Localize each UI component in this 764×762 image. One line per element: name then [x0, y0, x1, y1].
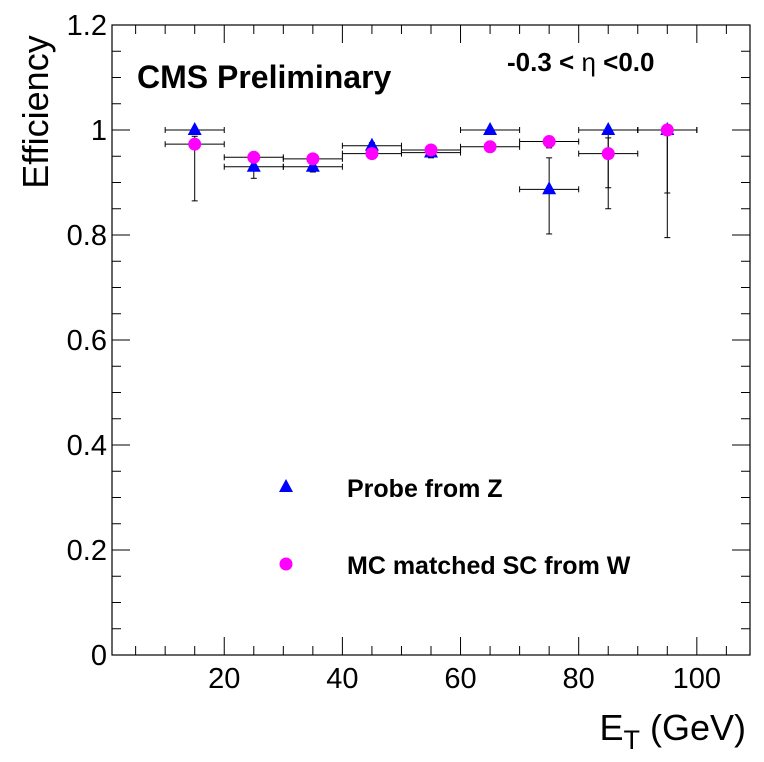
y-tick-label: 1 [91, 115, 107, 147]
x-axis-label: ET (GeV) [599, 707, 746, 755]
axis-ticks [112, 24, 750, 656]
triangle-marker [601, 121, 616, 135]
x-axis-label-main: E [599, 707, 623, 748]
circle-marker [365, 147, 379, 161]
x-tick-labels: 20 40 60 80 100 [208, 663, 721, 695]
eta-range-right: <0.0 [596, 47, 655, 77]
legend-marker [279, 478, 293, 492]
triangle-marker [364, 137, 379, 151]
y-tick-label: 0.6 [67, 325, 107, 357]
y-tick-labels: 0 0.2 0.4 0.6 0.8 1 1.2 [67, 10, 107, 672]
y-tick-label: 0 [91, 640, 107, 672]
data-point [400, 143, 462, 157]
legend: Probe from Z MC matched SC from W [279, 475, 631, 580]
data-point [223, 150, 284, 164]
y-tick-label: 0.2 [67, 535, 107, 567]
data-point [164, 121, 225, 135]
data-series [164, 121, 698, 239]
series-mc-matched-sc-from-w [164, 123, 698, 239]
series-probe-from-z [164, 121, 698, 235]
y-tick-label: 0.8 [67, 220, 107, 252]
circle-marker [424, 143, 438, 157]
data-point [460, 140, 521, 154]
circle-marker [601, 147, 615, 161]
triangle-marker [246, 158, 261, 172]
triangle-marker [542, 181, 557, 195]
data-point [341, 147, 402, 161]
eta-range-left: -0.3 < [507, 47, 581, 77]
legend-label: MC matched SC from W [347, 552, 631, 580]
eta-range-label: -0.3 < η <0.0 [507, 47, 654, 77]
legend-entry: MC matched SC from W [279, 552, 631, 580]
data-point [282, 152, 343, 166]
data-point [578, 137, 639, 210]
circle-marker [660, 123, 674, 137]
x-tick-label: 20 [208, 663, 240, 695]
data-point [223, 158, 284, 179]
cms-preliminary-label: CMS Preliminary [137, 59, 392, 95]
data-point [637, 123, 698, 239]
y-tick-label: 0.4 [67, 430, 107, 462]
data-point [164, 135, 225, 202]
x-tick-label: 80 [563, 663, 595, 695]
circle-marker [542, 135, 556, 149]
circle-marker [306, 152, 320, 166]
y-axis-label: Efficiency [15, 35, 56, 188]
x-tick-label: 100 [673, 663, 721, 695]
eta-symbol: η [581, 47, 595, 77]
x-axis-label-unit: (GeV) [640, 707, 746, 748]
data-point [519, 135, 580, 149]
data-point [519, 157, 580, 235]
legend-entry: Probe from Z [279, 475, 503, 503]
x-tick-label: 60 [444, 663, 476, 695]
legend-label: Probe from Z [347, 475, 503, 503]
y-tick-label: 1.2 [67, 10, 107, 42]
data-point [341, 137, 402, 151]
triangle-marker [483, 121, 498, 135]
data-point [460, 121, 521, 135]
x-tick-label: 40 [326, 663, 358, 695]
triangle-marker [187, 121, 202, 135]
circle-marker [247, 150, 261, 164]
legend-marker [279, 557, 293, 571]
circle-marker [483, 140, 497, 154]
x-axis-label-sub: T [623, 725, 640, 755]
circle-marker [188, 137, 202, 151]
